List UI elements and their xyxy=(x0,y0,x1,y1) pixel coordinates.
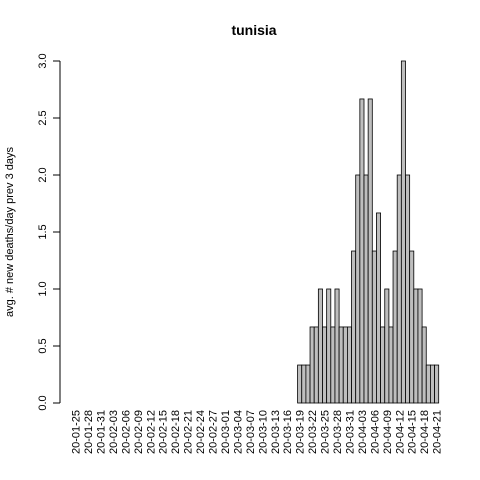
bar xyxy=(376,212,382,404)
bar xyxy=(355,174,361,404)
x-tick-label: 20-02-24 xyxy=(195,410,207,454)
bar xyxy=(392,250,398,404)
x-tick-label: 20-03-25 xyxy=(320,410,332,454)
bar xyxy=(413,288,419,404)
bar xyxy=(434,364,440,404)
bar xyxy=(334,288,340,404)
y-tick-label: 2.5 xyxy=(37,110,49,125)
x-tick-label: 20-01-31 xyxy=(95,410,107,454)
bar xyxy=(380,326,386,404)
y-tick-label: 2.0 xyxy=(37,167,49,182)
x-tick-label: 20-03-01 xyxy=(220,410,232,454)
x-tick-label: 20-03-31 xyxy=(344,410,356,454)
bar xyxy=(425,364,431,404)
bar xyxy=(351,250,357,404)
bar xyxy=(409,250,415,404)
x-tick-label: 20-02-21 xyxy=(183,410,195,454)
x-tick-label: 20-02-27 xyxy=(208,410,220,454)
bar xyxy=(346,326,352,404)
x-tick-label: 20-04-06 xyxy=(369,410,381,454)
y-axis: 0.0 0.5 1.0 1.5 2.0 2.5 3.0 xyxy=(37,53,61,411)
x-tick-label: 20-02-12 xyxy=(145,410,157,454)
x-tick-label: 20-02-09 xyxy=(133,410,145,454)
bar xyxy=(384,288,390,404)
bar xyxy=(338,326,344,404)
chart-title: tunisia xyxy=(231,22,276,38)
bar xyxy=(297,364,303,404)
bar xyxy=(421,326,427,404)
bar xyxy=(309,326,315,404)
x-tick-label: 20-01-28 xyxy=(83,410,95,454)
bar xyxy=(301,364,307,404)
y-tick-label: 1.0 xyxy=(37,281,49,296)
bar xyxy=(359,98,365,404)
x-tick-label: 20-01-25 xyxy=(71,410,83,454)
y-tick-label: 3.0 xyxy=(37,53,49,68)
x-tick-label: 20-03-22 xyxy=(307,410,319,454)
bar xyxy=(371,250,377,404)
x-tick-label: 20-04-18 xyxy=(419,410,431,454)
bar xyxy=(330,326,336,404)
x-tick-label: 20-04-09 xyxy=(382,410,394,454)
x-tick-label: 20-04-21 xyxy=(432,410,444,454)
x-tick-label: 20-03-04 xyxy=(232,410,244,454)
bar xyxy=(396,174,402,404)
bar xyxy=(367,98,373,404)
y-axis-label: avg. # new deaths/day prev 3 days xyxy=(4,147,16,317)
bars xyxy=(297,60,440,404)
x-tick-label: 20-04-15 xyxy=(407,410,419,454)
y-tick-label: 1.5 xyxy=(37,224,49,239)
y-tick-label: 0.0 xyxy=(37,395,49,410)
x-tick-label: 20-03-07 xyxy=(245,410,257,454)
bar xyxy=(417,288,423,404)
bar xyxy=(326,288,332,404)
bar xyxy=(317,288,323,404)
bar xyxy=(400,60,406,404)
x-tick-label: 20-02-15 xyxy=(158,410,170,454)
bar xyxy=(305,364,311,404)
bar xyxy=(322,326,328,404)
x-tick-label: 20-03-10 xyxy=(257,410,269,454)
x-tick-label: 20-02-18 xyxy=(170,410,182,454)
x-tick-label: 20-03-16 xyxy=(282,410,294,454)
bar xyxy=(405,174,411,404)
x-tick-label: 20-04-03 xyxy=(357,410,369,454)
x-axis: 20-01-25 20-01-28 20-01-31 20-02-03 20-02-06… xyxy=(71,410,444,454)
x-tick-label: 20-03-28 xyxy=(332,410,344,454)
y-tick-label: 0.5 xyxy=(37,338,49,353)
x-tick-label: 20-03-13 xyxy=(270,410,282,454)
bar xyxy=(388,326,394,404)
bar xyxy=(363,174,369,404)
bar xyxy=(429,364,435,404)
x-tick-label: 20-02-06 xyxy=(120,410,132,454)
bar xyxy=(342,326,348,404)
x-tick-label: 20-04-12 xyxy=(394,410,406,454)
bar xyxy=(313,326,319,404)
x-tick-label: 20-03-19 xyxy=(295,410,307,454)
x-tick-label: 20-02-03 xyxy=(108,410,120,454)
